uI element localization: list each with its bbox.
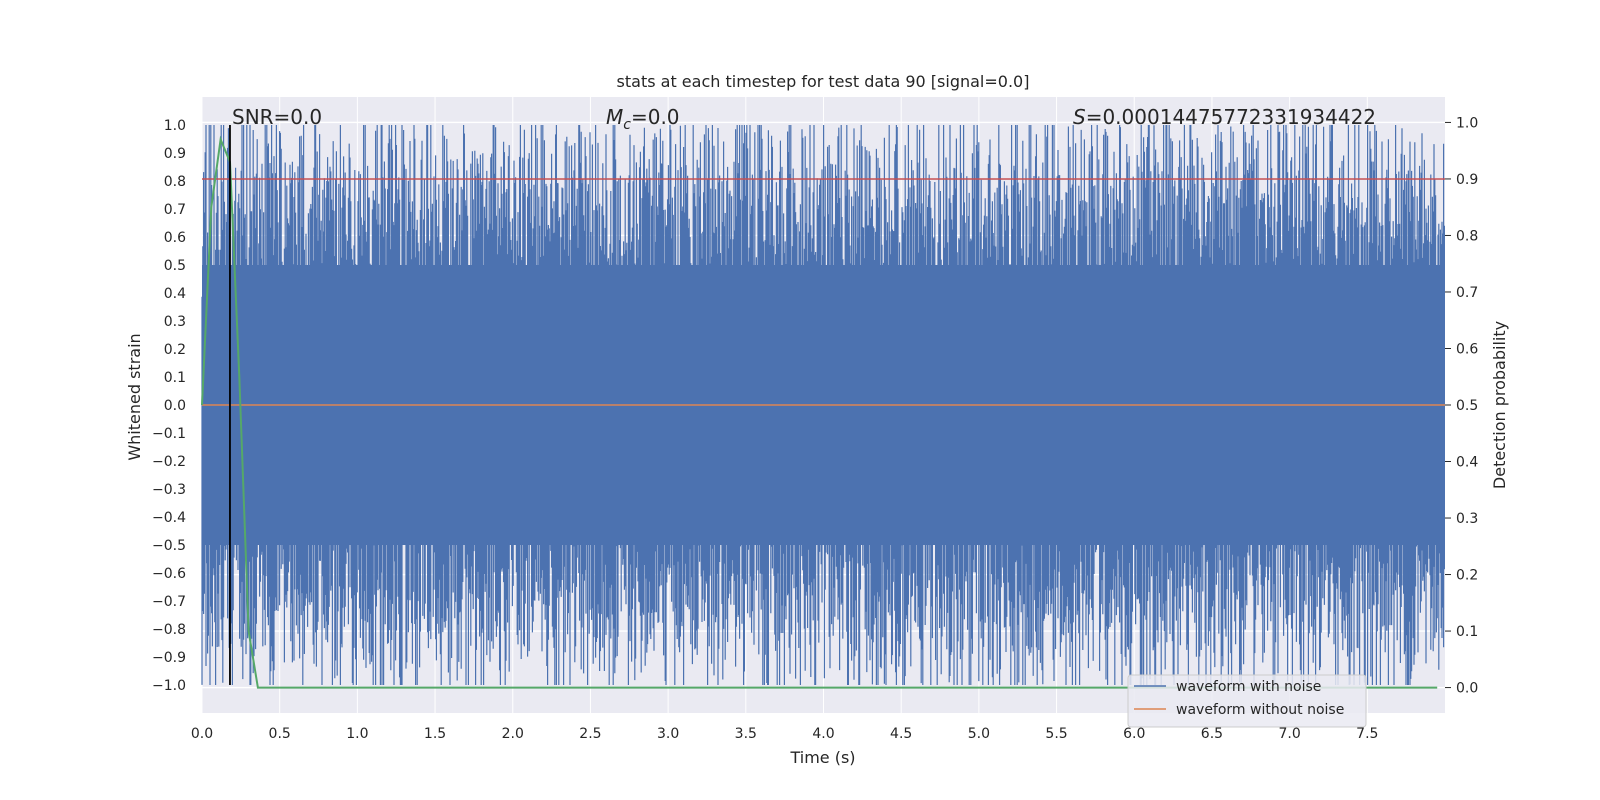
x-ticks: 0.0 0.5 1.0 1.5 2.0 2.5 3.0 3.5 4.0 4.5 5.0 5.5 6.0 6… <box>191 726 1379 742</box>
series-detection-probability <box>201 135 1438 689</box>
y-tick-label: 0.4 <box>164 286 186 302</box>
x-tick-label: 2.5 <box>579 726 601 742</box>
y2-tick-label: 0.6 <box>1456 341 1478 357</box>
y2-ticks: 1.0 0.9 0.8 0.7 0.6 0.5 0.4 0.3 0.2 0.1 0.0 <box>1445 115 1478 697</box>
s-annotation: S=0.00014475772331934422 <box>1073 105 1376 129</box>
y-tick-label: −0.7 <box>152 594 186 610</box>
mc-symbol: M <box>606 105 623 129</box>
y-tick-label: −0.9 <box>152 650 186 666</box>
y-tick-label: −0.5 <box>152 538 186 554</box>
chart-title: stats at each timestep for test data 90 … <box>617 72 1030 91</box>
legend-label-clean: waveform without noise <box>1176 702 1344 718</box>
x-tick-label: 4.5 <box>890 726 912 742</box>
y2-tick-label: 0.3 <box>1456 511 1478 527</box>
y-tick-label: −0.2 <box>152 454 186 470</box>
x-tick-label: 0.5 <box>269 726 291 742</box>
y-tick-label: 0.2 <box>164 342 186 358</box>
y-tick-label: 0.9 <box>164 146 186 162</box>
x-tick-label: 0.0 <box>191 726 213 742</box>
x-tick-label: 4.0 <box>812 726 834 742</box>
x-tick-label: 6.5 <box>1201 726 1223 742</box>
y2-tick-label: 0.8 <box>1456 228 1478 244</box>
legend-label-noise: waveform with noise <box>1176 679 1321 695</box>
y2-tick-label: 0.0 <box>1456 681 1478 697</box>
y-tick-label: 1.0 <box>164 118 186 134</box>
legend: waveform with noise waveform without noi… <box>1127 674 1367 728</box>
x-tick-label: 6.0 <box>1123 726 1145 742</box>
x-tick-label: 5.5 <box>1045 726 1067 742</box>
mc-annotation: Mc=0.0 <box>606 105 680 133</box>
s-value: =0.00014475772331934422 <box>1086 105 1376 129</box>
legend-box <box>1127 674 1367 728</box>
y2-tick-label: 0.5 <box>1456 398 1478 414</box>
y-tick-label: 0.6 <box>164 230 186 246</box>
y2-tick-label: 0.9 <box>1456 172 1478 188</box>
y2-tick-label: 0.2 <box>1456 568 1478 584</box>
y2-tick-label: 0.7 <box>1456 285 1478 301</box>
y-tick-label: −0.8 <box>152 622 186 638</box>
x-tick-label: 1.0 <box>346 726 368 742</box>
y-tick-label: 0.7 <box>164 202 186 218</box>
x-tick-label: 3.0 <box>657 726 679 742</box>
mc-subscript: c <box>623 117 631 133</box>
x-axis-label: Time (s) <box>789 748 855 767</box>
y2-tick-label: 1.0 <box>1456 115 1478 131</box>
y-tick-label: 0.0 <box>164 398 186 414</box>
x-tick-label: 3.5 <box>735 726 757 742</box>
y-tick-label: −0.3 <box>152 482 186 498</box>
y2-tick-label: 0.1 <box>1456 624 1478 640</box>
y-tick-label: 0.8 <box>164 174 186 190</box>
y-tick-label: −0.6 <box>152 566 186 582</box>
s-symbol: S <box>1073 105 1086 129</box>
mc-value: =0.0 <box>631 105 680 129</box>
y-tick-label: −1.0 <box>152 678 186 694</box>
y-tick-label: 0.3 <box>164 314 186 330</box>
x-tick-label: 7.5 <box>1356 726 1378 742</box>
y2-tick-label: 0.4 <box>1456 455 1478 471</box>
x-tick-label: 7.0 <box>1278 726 1300 742</box>
y-tick-label: −0.1 <box>152 426 186 442</box>
x-tick-label: 1.5 <box>424 726 446 742</box>
x-tick-label: 5.0 <box>968 726 990 742</box>
y-axis-label: Whitened strain <box>125 333 144 460</box>
x-tick-label: 2.0 <box>502 726 524 742</box>
y-tick-label: 0.1 <box>164 370 186 386</box>
y-ticks: 1.0 0.9 0.8 0.7 0.6 0.5 0.4 0.3 0.2 0.1 0.0 −0.1 −0.… <box>152 118 186 694</box>
y-tick-label: 0.5 <box>164 258 186 274</box>
y2-axis-label: Detection probability <box>1490 321 1509 489</box>
y-tick-label: −0.4 <box>152 510 186 526</box>
snr-annotation: SNR=0.0 <box>232 105 322 129</box>
